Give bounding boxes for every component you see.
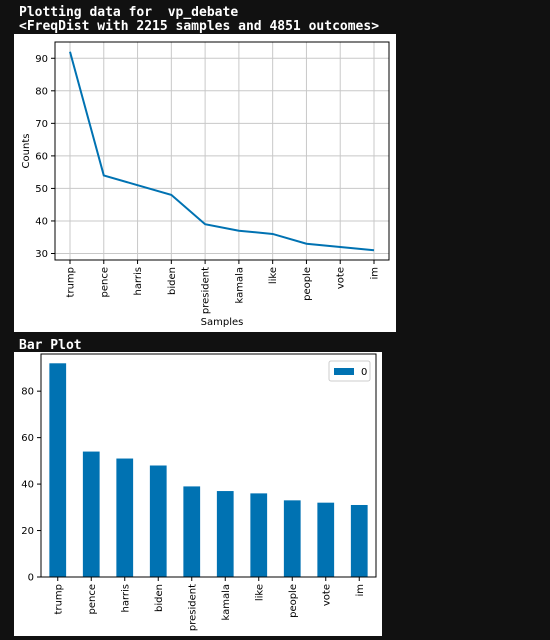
y-tick-label: 60 — [35, 151, 48, 162]
bar — [317, 503, 334, 577]
y-tick-label: 40 — [35, 216, 48, 227]
y-axis-label: Counts — [21, 134, 32, 169]
x-axis-label: Samples — [201, 317, 244, 328]
x-tick-label: harris — [133, 267, 144, 296]
bar — [116, 459, 133, 577]
y-tick-label: 80 — [35, 86, 48, 97]
bar-chart-svg: 0 20 40 60 80 trump pence harris biden president k… — [14, 352, 382, 636]
x-tick-label: biden — [167, 267, 178, 295]
x-tick-label: people — [302, 267, 313, 301]
bar — [250, 493, 267, 577]
y-tick-label: 50 — [35, 184, 48, 195]
x-tick-label: people — [288, 584, 299, 618]
bar — [49, 363, 66, 577]
x-tick-label: im — [355, 584, 366, 597]
bar — [83, 452, 100, 577]
x-tick-label: kamala — [221, 584, 232, 621]
y-tick-label: 90 — [35, 54, 48, 65]
y-tick-label: 20 — [21, 526, 34, 537]
freqdist-line-chart: 30 40 50 60 70 80 90 trump pence harris biden presi… — [14, 34, 396, 332]
x-tick-label: biden — [154, 584, 165, 612]
x-tick-label: pence — [99, 267, 110, 298]
x-tick-label: like — [268, 267, 279, 284]
y-tick-label: 80 — [21, 387, 34, 398]
line-chart-svg: 30 40 50 60 70 80 90 trump pence harris biden presi… — [14, 34, 396, 332]
x-tick-label: harris — [120, 584, 131, 613]
bar — [183, 486, 200, 577]
bar — [217, 491, 234, 577]
y-tick-label: 40 — [21, 480, 34, 491]
bar — [351, 505, 368, 577]
x-tick-label: president — [187, 584, 198, 631]
bar — [284, 500, 301, 577]
x-tick-label: pence — [87, 584, 98, 615]
x-tick-label: like — [254, 584, 265, 601]
y-tick-label: 0 — [28, 573, 34, 584]
x-tick-label: trump — [66, 267, 77, 297]
output-title-line: Plotting data for vp_debate — [19, 5, 238, 20]
legend-label: 0 — [361, 367, 367, 378]
freqdist-summary-line: <FreqDist with 2215 samples and 4851 out… — [19, 19, 379, 34]
legend-swatch — [334, 368, 354, 375]
x-tick-label: im — [370, 267, 381, 280]
y-tick-label: 60 — [21, 433, 34, 444]
bar-plot-heading: Bar Plot — [19, 338, 82, 353]
x-tick-label: kamala — [234, 267, 245, 304]
x-tick-label: vote — [336, 267, 347, 289]
x-tick-label: vote — [321, 584, 332, 606]
x-tick-label: trump — [53, 584, 64, 614]
bar — [150, 466, 167, 578]
y-tick-label: 30 — [35, 249, 48, 260]
y-tick-label: 70 — [35, 119, 48, 130]
bar-chart-panel: 0 20 40 60 80 trump pence harris biden president k… — [14, 352, 382, 636]
x-tick-label: president — [201, 267, 212, 314]
